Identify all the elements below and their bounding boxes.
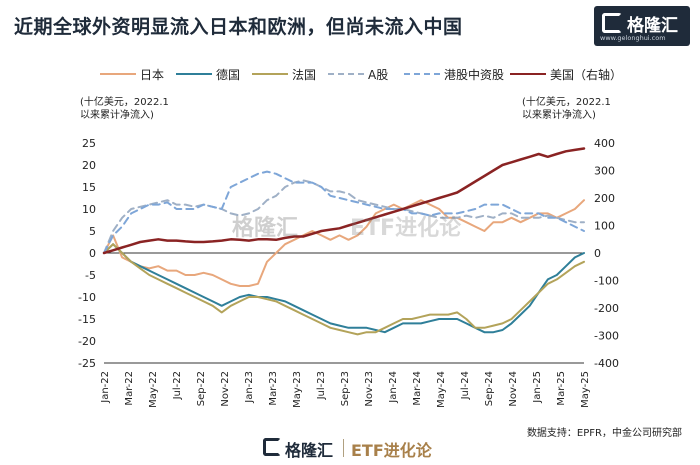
right-axis-label-line-0: (十亿美元，2022.1: [522, 97, 611, 108]
x-tick-label: May-24: [436, 371, 447, 408]
x-tick-label: Mar-24: [412, 371, 423, 406]
left-axis-label: (十亿美元，2022.1 以来累计净流入): [80, 96, 169, 122]
legend-label-france: 法国: [292, 68, 317, 82]
left-tick-label: 0: [89, 247, 96, 260]
right-tick-label: 100: [594, 220, 615, 233]
series-line-1: [103, 243, 585, 334]
right-tick-label: -200: [594, 302, 619, 315]
page-title: 近期全球外资明显流入日本和欧洲，但尚未流入中国: [14, 16, 463, 38]
series-line-5: [102, 147, 586, 255]
legend-line-france: [252, 73, 288, 75]
left-tick-label: -10: [78, 291, 96, 304]
x-tick-label: Jan-25: [532, 371, 543, 404]
right-tick-label: 0: [594, 247, 601, 260]
left-tick-label: 10: [82, 203, 96, 216]
brand-mark-icon: [602, 13, 622, 33]
legend-label-a-shares: A股: [368, 68, 389, 82]
right-axis-label-line-1: 以来累计净流入): [522, 110, 596, 121]
series-line-2: [103, 243, 585, 336]
right-tick-label: 300: [594, 165, 615, 178]
left-tick-label: 15: [82, 181, 96, 194]
x-tick-label: May-22: [148, 371, 159, 408]
left-tick-label: 20: [82, 159, 96, 172]
legend-label-usa: 美国（右轴）: [550, 68, 623, 82]
series-line-0: [103, 199, 585, 287]
legend-line-hk-china: [404, 73, 440, 75]
left-tick-label: -20: [78, 335, 96, 348]
footer-etf: ETF进化论: [351, 441, 432, 460]
legend-line-germany: [176, 73, 212, 75]
series-line-4: [103, 170, 585, 254]
legend-label-japan: 日本: [140, 68, 165, 82]
x-tick-label: Sep-22: [196, 371, 207, 406]
footer-brand-name: 格隆汇: [285, 441, 334, 460]
x-tick-label: Jan-22: [100, 371, 111, 404]
x-tick-label: Sep-23: [340, 371, 351, 406]
x-tick-label: Nov-22: [220, 371, 231, 407]
legend-line-a-shares: [328, 73, 364, 75]
x-tick-label: Jan-24: [388, 371, 399, 404]
x-tick-label: Mar-23: [268, 371, 279, 406]
left-tick-label: 25: [82, 137, 96, 150]
right-tick-label: 200: [594, 192, 615, 205]
legend-label-hk-china: 港股中资股: [444, 68, 505, 82]
x-tick-label: Jul-23: [316, 371, 327, 400]
footer-mark-icon: [263, 438, 281, 456]
brand-url: www.gelonghui.com: [600, 34, 666, 42]
left-axis-label-line-0: (十亿美元，2022.1: [80, 97, 169, 108]
right-tick-label: 400: [594, 137, 615, 150]
x-tick-label: Nov-23: [364, 371, 375, 407]
brand-logo: 格隆汇 www.gelonghui.com: [594, 6, 690, 46]
brand-name: 格隆汇: [627, 16, 678, 36]
left-axis-label-line-1: 以来累计净流入): [80, 110, 154, 121]
series-line-3: [103, 179, 585, 254]
x-tick-label: Sep-24: [484, 371, 495, 406]
source-note: 数据支持：EPFR，中金公司研究部: [526, 428, 682, 439]
left-tick-label: -15: [78, 313, 96, 326]
x-tick-label: May-25: [580, 371, 591, 408]
left-tick-label: -5: [85, 269, 96, 282]
right-axis-label: (十亿美元，2022.1 以来累计净流入): [522, 96, 611, 122]
right-tick-label: -100: [594, 275, 619, 288]
x-tick-label: Jul-24: [460, 371, 471, 400]
footer-separator: [343, 439, 344, 457]
x-tick-label: Mar-25: [556, 371, 567, 406]
left-tick-label: -25: [78, 357, 96, 370]
right-tick-label: -300: [594, 330, 619, 343]
x-tick-label: May-23: [292, 371, 303, 408]
legend-label-germany: 德国: [216, 68, 241, 82]
legend-line-japan: [100, 73, 136, 75]
legend-line-usa: [510, 73, 546, 75]
x-tick-label: Jul-22: [172, 371, 183, 400]
right-tick-label: -400: [594, 357, 619, 370]
left-tick-label: 5: [89, 225, 96, 238]
x-tick-label: Jan-23: [244, 371, 255, 404]
x-tick-label: Nov-24: [508, 371, 519, 407]
x-tick-label: Mar-22: [124, 371, 135, 406]
